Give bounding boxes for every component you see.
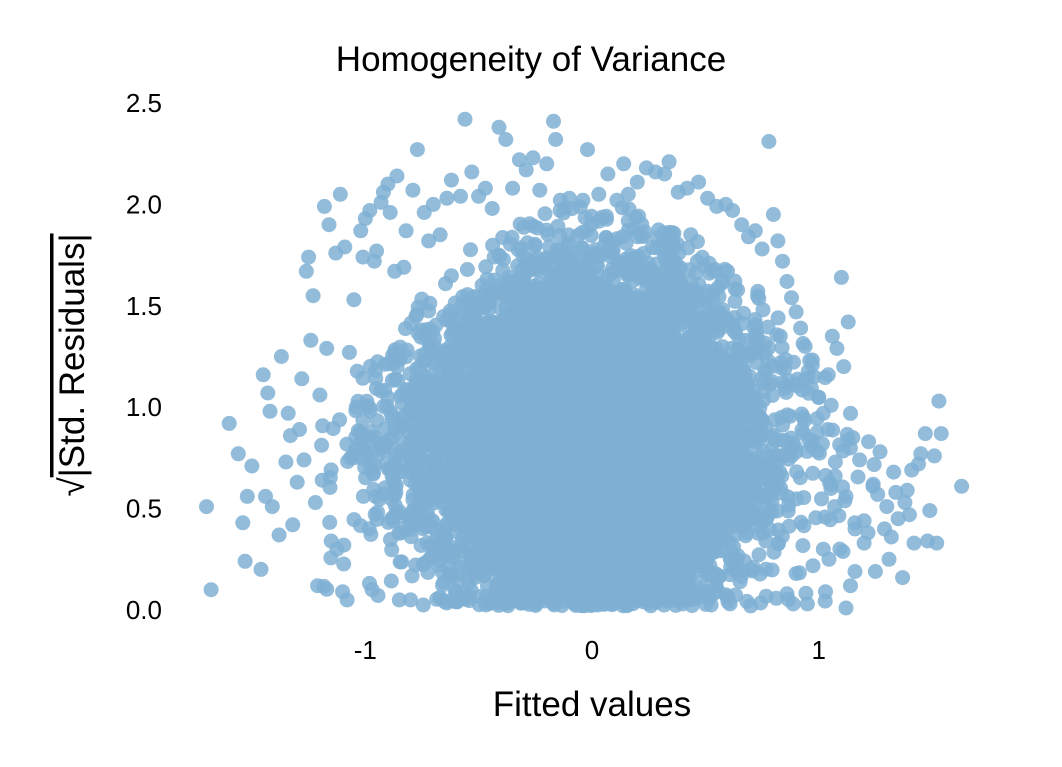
data-point — [769, 327, 785, 343]
data-point — [805, 558, 821, 574]
data-point — [736, 305, 752, 321]
data-point — [346, 512, 362, 528]
data-point — [322, 514, 338, 530]
data-point — [805, 465, 821, 481]
data-point — [459, 262, 475, 277]
data-point — [463, 242, 478, 258]
data-point — [336, 556, 352, 572]
data-point — [774, 340, 790, 356]
data-point — [843, 405, 858, 421]
point-cloud — [314, 199, 882, 614]
chart-title: Homogeneity of Variance — [336, 40, 726, 79]
plot-area — [199, 111, 970, 616]
data-point — [383, 573, 399, 589]
data-point — [409, 306, 425, 322]
data-point — [835, 544, 851, 559]
data-point — [730, 548, 746, 564]
data-point — [349, 363, 365, 379]
data-point — [795, 538, 811, 554]
data-point — [398, 321, 413, 337]
